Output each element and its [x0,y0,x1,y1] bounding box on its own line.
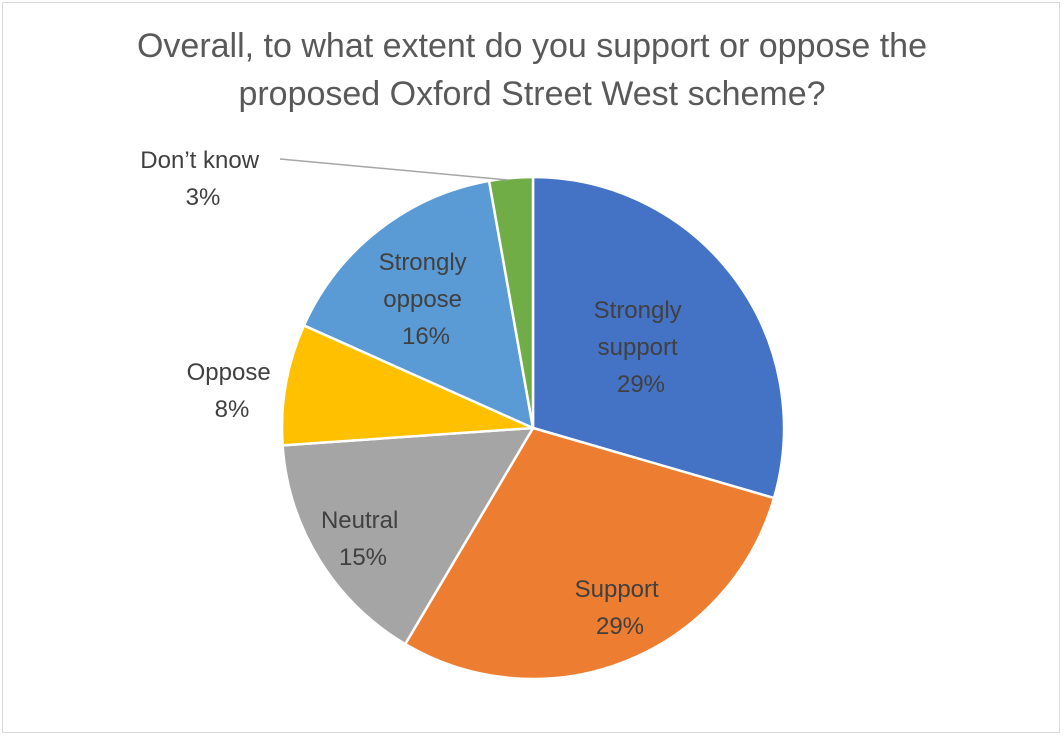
slice-neutral [281,426,535,646]
label-strongly-support: Strongly support 29% [594,297,689,398]
pie-labels: Strongly support 29% Support 29% Neutral… [140,147,689,640]
label-oppose: Oppose 8% [187,359,278,423]
label-neutral: Neutral 15% [321,507,405,571]
chart-title: Overall, to what extent do you support o… [0,22,1064,118]
slice-oppose [280,324,535,447]
label-strongly-oppose: Strongly oppose 16% [379,249,474,350]
slice-support [403,426,776,681]
label-dont-know: Don’t know 3% [140,147,265,211]
slice-strongly-support [531,175,786,500]
slice-dont-know [487,175,535,430]
pie-slices [280,175,786,681]
chart-title-line-1: Overall, to what extent do you support o… [136,27,928,65]
chart-title-line-2: proposed Oxford Street West scheme? [238,75,826,113]
dont-know-leader-line [279,158,509,181]
label-support: Support 29% [575,576,666,640]
slice-strongly-oppose [302,179,535,430]
